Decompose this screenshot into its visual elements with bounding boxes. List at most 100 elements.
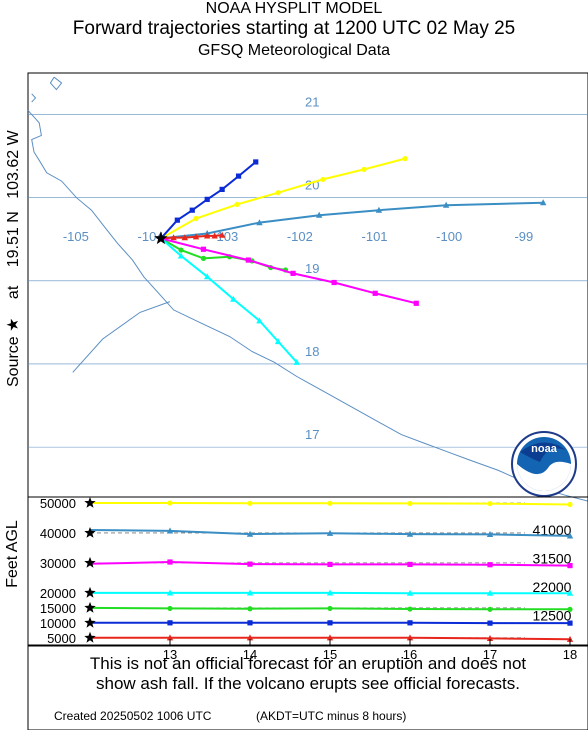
height-point-teal	[486, 531, 494, 538]
trajectory-point-yellow	[320, 176, 326, 183]
height-point-teal	[246, 530, 254, 537]
trajectory-point-magenta	[372, 290, 378, 296]
height-axes: 13 14 15 16 17 18	[163, 639, 577, 662]
longitude-label: -103	[212, 229, 238, 244]
trajectory-point-red	[192, 233, 200, 240]
height-right-label: 41000	[533, 522, 572, 538]
time-tick-label: 15	[323, 647, 337, 662]
height-point-teal	[166, 527, 174, 534]
height-start-star	[84, 616, 96, 628]
island-outline	[49, 76, 63, 91]
height-point-teal	[566, 532, 574, 539]
height-start-star	[84, 497, 96, 508]
height-point-green	[487, 606, 493, 612]
trajectory-point-cyan	[293, 358, 300, 365]
height-point-yellow	[327, 500, 333, 506]
height-point-magenta	[327, 561, 333, 568]
disclaimer-line-2: show ash fall. If the volcano erupts see…	[96, 674, 520, 693]
height-point-red	[406, 634, 414, 641]
height-start-star	[84, 601, 96, 613]
height-point-cyan	[486, 589, 494, 596]
height-point-blue	[567, 620, 573, 626]
height-point-red	[566, 635, 574, 642]
trajectory-point-green	[200, 255, 207, 261]
time-tick-label: 18	[563, 647, 577, 662]
chart-title: Forward trajectories starting at 1200 UT…	[72, 18, 516, 39]
trajectory-point-teal	[256, 219, 263, 226]
height-tick-label: 15000	[40, 601, 76, 616]
longitude-label: -104	[138, 229, 164, 244]
height-start-star	[84, 586, 96, 598]
trajectory-point-yellow	[361, 166, 367, 173]
trajectory-point-green	[178, 247, 184, 253]
height-tick-label: 30000	[40, 556, 76, 571]
height-point-blue	[247, 620, 253, 626]
height-right-label: 31500	[533, 550, 572, 566]
height-point-red	[166, 634, 174, 641]
height-tick-label: 5000	[47, 631, 76, 646]
height-point-green	[327, 605, 333, 612]
state-border	[72, 301, 171, 373]
data-source: GFSQ Meteorological Data	[197, 42, 391, 59]
height-point-cyan	[566, 589, 574, 596]
trajectory-point-blue	[189, 207, 195, 213]
svg-text:Source ★ at 19.51: Source ★ at 19.51 N 103.62 W	[5, 129, 22, 387]
height-point-green	[167, 605, 173, 612]
height-point-yellow	[247, 500, 253, 506]
height-point-green	[567, 606, 573, 612]
height-point-red	[326, 634, 334, 641]
source-star	[154, 231, 168, 245]
trajectory-point-cyan	[204, 273, 211, 280]
height-point-magenta	[247, 561, 253, 567]
latitude-label: 18	[305, 344, 319, 359]
height-start-star	[84, 556, 96, 568]
height-point-yellow	[487, 500, 493, 507]
source-prefix: Source ★	[5, 318, 22, 387]
trajectory-point-yellow	[402, 156, 408, 162]
source-at: at	[5, 285, 22, 299]
height-point-green	[407, 606, 413, 612]
trajectory-point-red	[218, 231, 226, 238]
source-lon: 103.62 W	[5, 129, 22, 198]
height-point-magenta	[407, 561, 413, 568]
trajectory-point-yellow	[193, 215, 199, 222]
latitude-label: 20	[305, 178, 319, 193]
height-point-yellow	[167, 500, 173, 506]
map-geography	[27, 76, 588, 502]
height-start-star	[84, 631, 96, 643]
model-name: NOAA HYSPLIT MODEL	[205, 0, 383, 17]
time-tick-label: 17	[483, 647, 497, 662]
height-point-cyan	[326, 589, 334, 596]
height-point-green	[247, 606, 253, 612]
height-point-magenta	[487, 562, 493, 568]
height-point-yellow	[407, 500, 413, 507]
trajectory-point-cyan	[256, 317, 263, 324]
height-tick-label: 20000	[40, 586, 76, 601]
height-axis-label: Feet AGL	[4, 520, 21, 588]
trajectory-point-teal	[375, 206, 383, 213]
timezone-note: (AKDT=UTC minus 8 hours)	[256, 709, 407, 723]
island-outline	[31, 93, 37, 103]
trajectory-point-blue	[204, 196, 210, 202]
trajectory-point-blue	[219, 186, 225, 192]
height-tick-label: 50000	[40, 496, 76, 511]
trajectory-lines	[160, 156, 547, 365]
height-point-red	[246, 634, 254, 641]
height-point-yellow	[567, 501, 573, 508]
time-tick-label: 16	[403, 647, 417, 662]
height-right-label: 12500	[533, 607, 572, 623]
height-point-cyan	[166, 589, 174, 596]
latitude-label: 17	[305, 427, 319, 442]
longitude-label: -99	[514, 229, 533, 244]
noaa-logo: noaa	[511, 431, 577, 497]
height-start-star	[84, 527, 96, 538]
disclaimer: This is not an official forecast for an …	[28, 654, 588, 694]
trajectory-yellow	[160, 157, 406, 240]
height-right-label: 22000	[533, 579, 572, 595]
height-point-cyan	[246, 589, 254, 596]
trajectory-point-blue	[174, 217, 180, 223]
height-point-blue	[487, 620, 493, 626]
height-point-cyan	[406, 589, 414, 596]
